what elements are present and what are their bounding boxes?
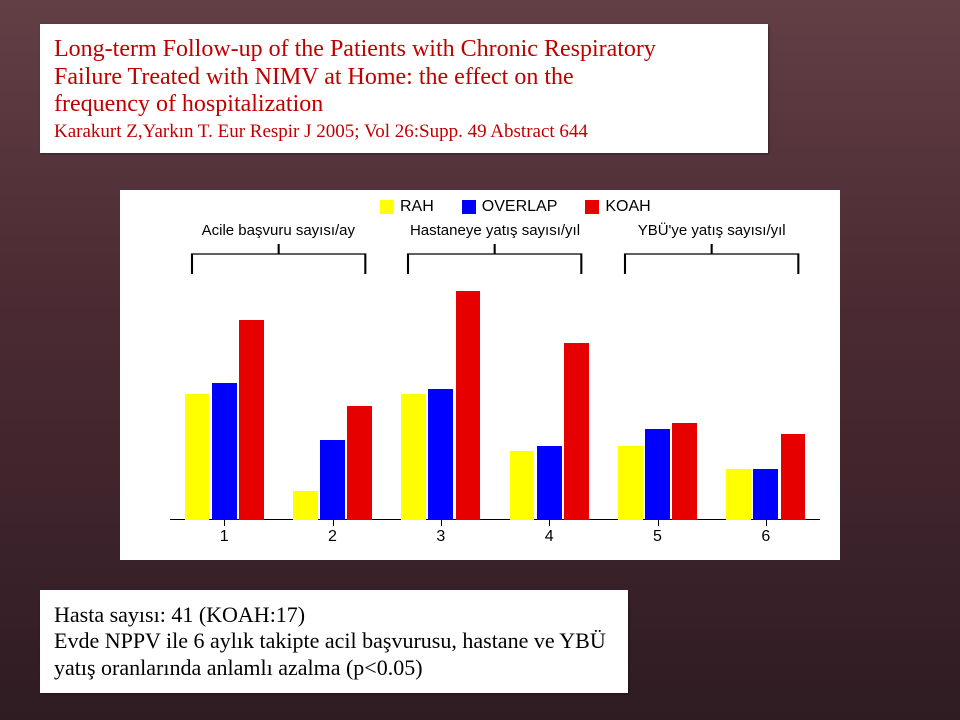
- bar-overlap: [428, 389, 453, 520]
- group-labels: Acile başvuru sayısı/ay Hastaneye yatış …: [170, 222, 820, 239]
- title-line3: frequency of hospitalization: [54, 91, 323, 117]
- x-tick-label: 6: [761, 528, 770, 546]
- bar-rah: [401, 394, 426, 520]
- x-tick: [333, 520, 334, 526]
- x-tick: [224, 520, 225, 526]
- title-box: Long-term Follow-up of the Patients with…: [40, 24, 768, 153]
- bar-rah: [726, 469, 751, 520]
- footer-line3: yatış oranlarında anlamlı azalma (p<0.05…: [54, 655, 423, 680]
- legend-label-overlap: OVERLAP: [482, 198, 558, 216]
- x-tick-label: 2: [328, 528, 337, 546]
- legend-item-koah: KOAH: [585, 198, 650, 216]
- title-line2: Failure Treated with NIMV at Home: the e…: [54, 64, 574, 90]
- bar-overlap: [212, 383, 237, 520]
- bar-overlap: [753, 469, 778, 520]
- title-citation: Karakurt Z,Yarkın T. Eur Respir J 2005; …: [54, 121, 754, 143]
- plot-area: [170, 280, 820, 520]
- bar-koah: [456, 291, 481, 520]
- bar-overlap: [537, 446, 562, 520]
- slide: Long-term Follow-up of the Patients with…: [0, 0, 960, 720]
- group-label-2: YBÜ'ye yatış sayısı/yıl: [603, 222, 820, 239]
- x-tick: [549, 520, 550, 526]
- bar-overlap: [645, 429, 670, 520]
- bracket-row: [170, 244, 820, 274]
- bar-koah: [564, 343, 589, 520]
- x-tick: [441, 520, 442, 526]
- bar-koah: [347, 406, 372, 520]
- bracket-svg-2: [625, 244, 798, 274]
- bar-rah: [618, 446, 643, 520]
- x-tick-label: 4: [545, 528, 554, 546]
- bar-koah: [672, 423, 697, 520]
- x-tick: [766, 520, 767, 526]
- legend-label-koah: KOAH: [605, 198, 650, 216]
- bracket-2: [603, 244, 820, 274]
- legend-swatch-koah: [585, 200, 599, 214]
- legend-swatch-rah: [380, 200, 394, 214]
- footer-line1: Hasta sayısı: 41 (KOAH:17): [54, 602, 305, 627]
- x-tick-label: 1: [220, 528, 229, 546]
- footer-box: Hasta sayısı: 41 (KOAH:17) Evde NPPV ile…: [40, 590, 628, 693]
- x-tick-labels: 1 2 3 4 5 6: [170, 528, 820, 552]
- bracket-1: [387, 244, 604, 274]
- footer-line2: Evde NPPV ile 6 aylık takipte acil başvu…: [54, 628, 606, 653]
- title-line1: Long-term Follow-up of the Patients with…: [54, 36, 656, 62]
- x-tick-label: 3: [436, 528, 445, 546]
- bar-koah: [781, 434, 806, 520]
- bar-rah: [510, 451, 535, 520]
- bracket-0: [170, 244, 387, 274]
- bar-chart: RAH OVERLAP KOAH Acile başvuru sayısı/ay…: [120, 190, 840, 560]
- bar-rah: [293, 491, 318, 520]
- group-label-0: Acile başvuru sayısı/ay: [170, 222, 387, 239]
- legend-label-rah: RAH: [400, 198, 434, 216]
- x-axis: [170, 519, 820, 520]
- bar-overlap: [320, 440, 345, 520]
- bar-rah: [185, 394, 210, 520]
- group-label-1: Hastaneye yatış sayısı/yıl: [387, 222, 604, 239]
- legend-item-rah: RAH: [380, 198, 434, 216]
- bar-koah: [239, 320, 264, 520]
- title-text: Long-term Follow-up of the Patients with…: [54, 36, 754, 119]
- chart-legend: RAH OVERLAP KOAH: [380, 198, 651, 216]
- x-tick: [658, 520, 659, 526]
- x-tick-label: 5: [653, 528, 662, 546]
- bracket-svg-1: [408, 244, 581, 274]
- bracket-svg-0: [192, 244, 365, 274]
- legend-item-overlap: OVERLAP: [462, 198, 558, 216]
- legend-swatch-overlap: [462, 200, 476, 214]
